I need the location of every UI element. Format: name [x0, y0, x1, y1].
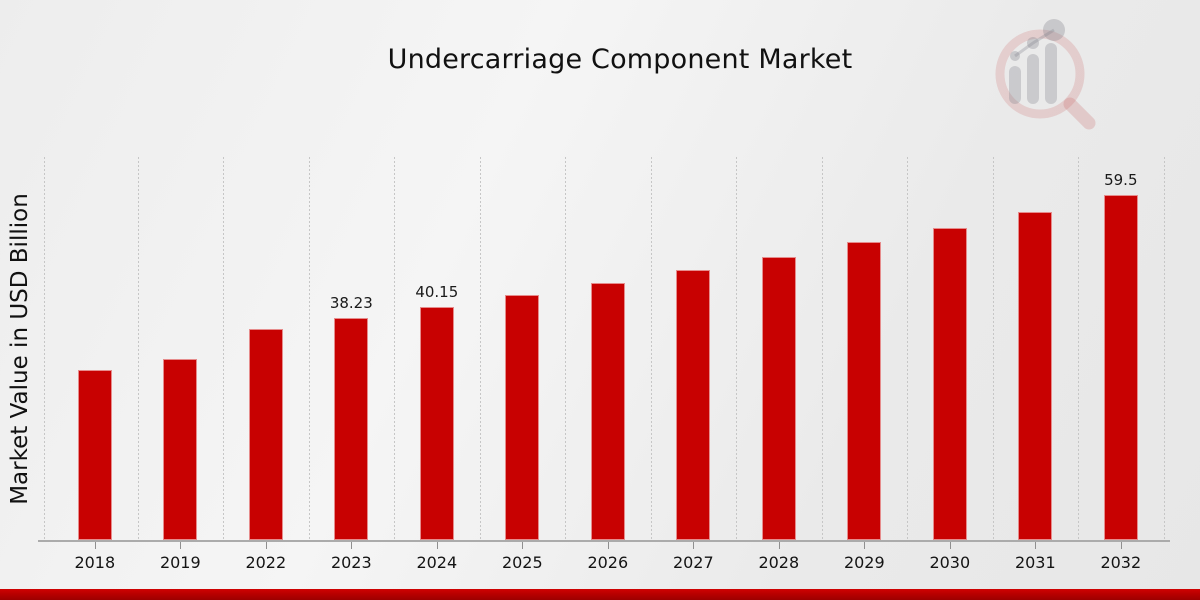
- bar-2031: [1018, 212, 1053, 540]
- x-tick-label-2032: 2032: [1100, 553, 1142, 572]
- x-axis-tick: [94, 542, 96, 549]
- value-label-2024: 40.15: [415, 283, 459, 301]
- bar-2028: [761, 257, 796, 540]
- bar-2029: [847, 242, 882, 540]
- x-axis-tick: [522, 542, 524, 549]
- vertical-gridline: [137, 157, 139, 540]
- x-tick-label-2024: 2024: [416, 553, 458, 572]
- x-axis-tick: [180, 542, 182, 549]
- vertical-gridline: [394, 157, 395, 540]
- x-tick-label-2031: 2031: [1014, 553, 1056, 572]
- vertical-gridline: [308, 157, 310, 540]
- bar-2032: [1103, 195, 1138, 540]
- bar-2023: [334, 318, 369, 540]
- vertical-gridline: [1078, 157, 1079, 540]
- x-tick-label-2027: 2027: [672, 553, 714, 572]
- magnifier-barchart-icon: [995, 19, 1096, 130]
- x-tick-label-2022: 2022: [245, 553, 287, 572]
- bar-2019: [163, 359, 198, 540]
- x-axis-tick: [351, 542, 353, 549]
- bar-2018: [77, 370, 112, 540]
- x-tick-label-2029: 2029: [843, 553, 885, 572]
- plot-area: 2018 2019 2022 2023 38.23 2024 40.15 2025 2026 20…: [38, 157, 1170, 572]
- bar-2022: [248, 329, 283, 540]
- x-axis-tick: [265, 542, 267, 549]
- x-axis-tick: [1120, 542, 1122, 549]
- x-tick-label-2018: 2018: [74, 553, 116, 572]
- vertical-gridline: [1163, 157, 1165, 540]
- vertical-gridline: [736, 157, 737, 540]
- x-axis-tick: [949, 542, 951, 549]
- bar-2026: [590, 283, 625, 540]
- x-axis-line: [38, 540, 1170, 542]
- x-tick-label-2026: 2026: [587, 553, 629, 572]
- x-axis-tick: [1035, 542, 1037, 549]
- value-label-2023: 38.23: [329, 294, 373, 312]
- y-axis-label: Market Value in USD Billion: [7, 193, 33, 505]
- x-tick-label-2030: 2030: [929, 553, 971, 572]
- x-axis-tick: [607, 542, 609, 549]
- vertical-gridline: [44, 157, 45, 540]
- vertical-gridline: [821, 157, 823, 540]
- vertical-gridline: [650, 157, 652, 540]
- vertical-gridline: [992, 157, 994, 540]
- x-tick-label-2025: 2025: [501, 553, 543, 572]
- chart-title: Undercarriage Component Market: [387, 44, 853, 75]
- x-axis-tick: [864, 542, 866, 549]
- vertical-gridline: [479, 157, 481, 540]
- x-axis-tick: [693, 542, 695, 549]
- x-tick-label-2028: 2028: [758, 553, 800, 572]
- x-axis-tick: [436, 542, 438, 549]
- vertical-gridline: [907, 157, 908, 540]
- value-label-2032: 59.5: [1104, 171, 1138, 189]
- bar-2027: [676, 270, 711, 540]
- x-axis-tick: [778, 542, 780, 549]
- bar-2025: [505, 295, 540, 540]
- x-tick-label-2019: 2019: [159, 553, 201, 572]
- vertical-gridline: [565, 157, 566, 540]
- vertical-gridline: [223, 157, 224, 540]
- bar-2024: [419, 307, 454, 540]
- footer-ribbon: [0, 589, 1200, 600]
- bar-2030: [932, 228, 967, 540]
- x-tick-label-2023: 2023: [330, 553, 372, 572]
